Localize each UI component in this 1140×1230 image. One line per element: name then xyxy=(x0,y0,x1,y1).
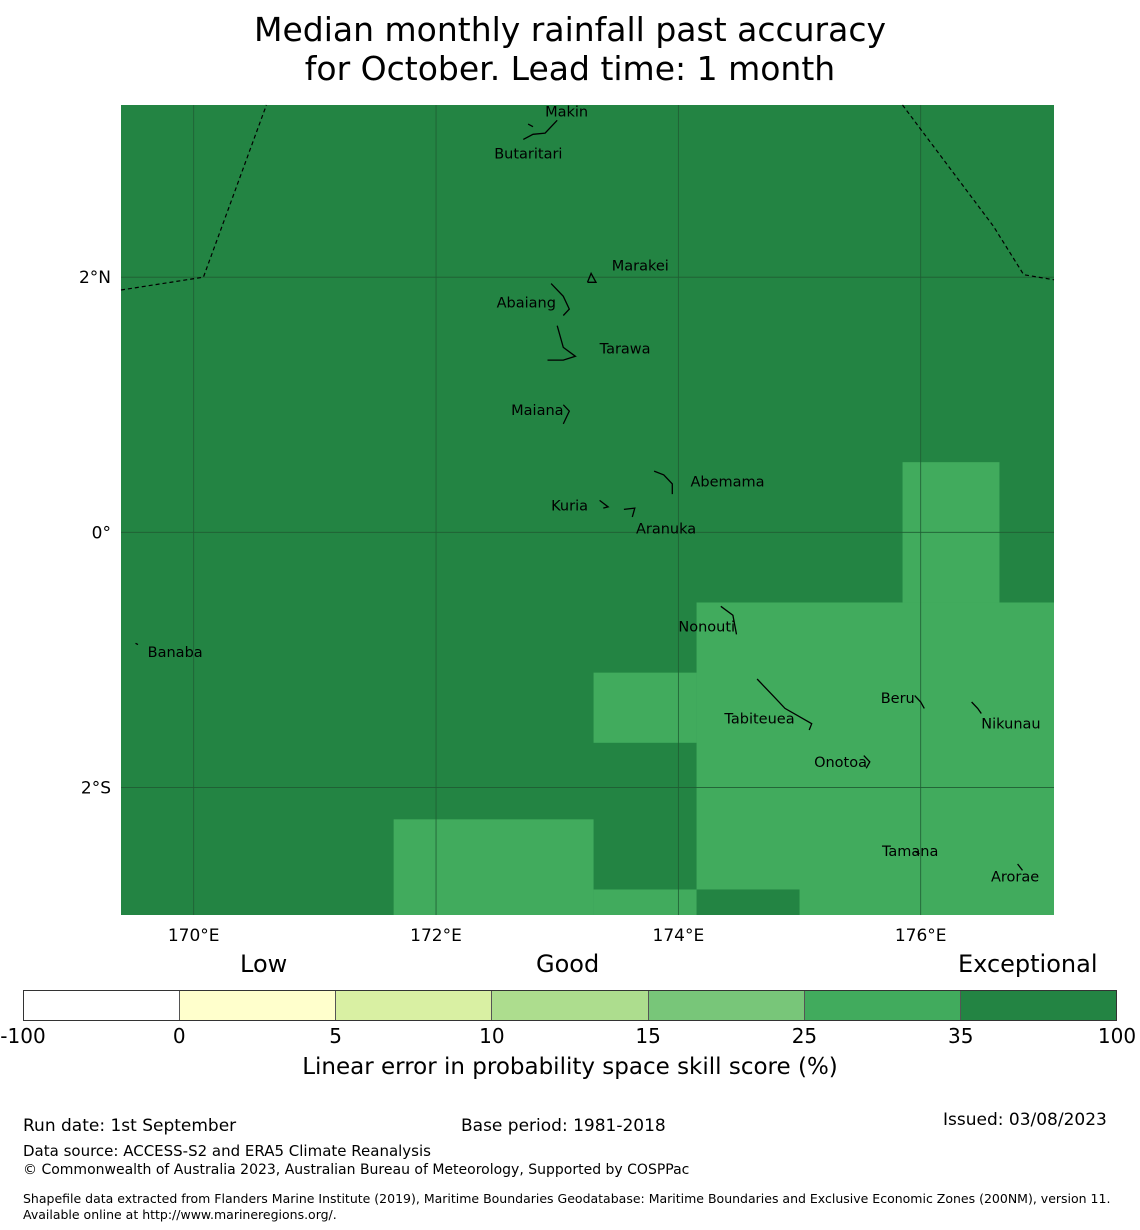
colorbar-label: Linear error in probability space skill … xyxy=(302,1054,838,1080)
island-label: Arorae xyxy=(991,870,1039,886)
skill-cell-25-35 xyxy=(696,602,1054,915)
colorbar-segment xyxy=(492,991,649,1020)
y-tick-label: 2°N xyxy=(79,268,111,288)
colorbar-tick-label: 25 xyxy=(791,1024,818,1048)
title-line-1: Median monthly rainfall past accuracy xyxy=(253,10,887,49)
skill-cell-25-35 xyxy=(593,672,697,743)
island-outline xyxy=(914,850,920,855)
colorbar-segment xyxy=(180,991,337,1020)
colorbar-tick-label: 15 xyxy=(635,1024,661,1048)
title-line-2: for October. Lead time: 1 month xyxy=(304,49,836,88)
colorbar-tick-label: 5 xyxy=(329,1024,342,1048)
colorbar-segment xyxy=(960,991,1116,1020)
x-tick-label: 170°E xyxy=(168,926,220,946)
island-outline xyxy=(1017,863,1024,871)
colorbar-segment xyxy=(648,991,805,1020)
shapefile-credit: Shapefile data extracted from Flanders M… xyxy=(23,1191,1111,1222)
y-tick-label: 2°S xyxy=(81,778,111,798)
island-outline xyxy=(586,271,598,283)
island-outline xyxy=(756,678,813,731)
base-period: Base period: 1981-2018 xyxy=(461,1116,666,1136)
island-outline xyxy=(522,119,558,140)
island-label: Aranuka xyxy=(636,521,696,537)
island-outline xyxy=(863,755,871,769)
colorbar-tick-label: 0 xyxy=(172,1024,186,1048)
skill-cell-25-35 xyxy=(593,889,697,915)
colorbar-segment xyxy=(24,991,181,1020)
copyright: © Commonwealth of Australia 2023, Austra… xyxy=(23,1162,690,1178)
island-label: Nonouti xyxy=(678,620,735,636)
eez-boundary xyxy=(120,104,267,291)
island-outline xyxy=(550,283,571,316)
island-label: Kuria xyxy=(551,499,588,515)
chart-title: Median monthly rainfall past accuracy fo… xyxy=(0,10,1140,88)
island-label: Marakei xyxy=(612,259,669,275)
island-outline xyxy=(527,123,534,128)
island-label: Butaritari xyxy=(494,146,562,162)
colorbar-tick-label: 100 xyxy=(1097,1024,1137,1048)
colorbar-segment xyxy=(804,991,961,1020)
island-outline xyxy=(562,404,571,425)
island-outline xyxy=(720,605,738,635)
island-label: Tabiteuea xyxy=(723,712,794,728)
island-outline xyxy=(623,507,636,518)
colorbar-tick-label: -100 xyxy=(0,1024,46,1048)
map-plot: 170°E 172°E 174°E 176°E 2°N 0° 2°S Makin Butarit… xyxy=(79,104,1055,946)
island-label: Makin xyxy=(545,104,588,120)
y-tick-label: 0° xyxy=(92,523,111,543)
island-label: Abemama xyxy=(690,474,764,490)
island-label: Banaba xyxy=(148,645,203,661)
legend-low-label: Low xyxy=(240,950,288,978)
legend-good-label: Good xyxy=(536,950,600,978)
island-label: Beru xyxy=(881,691,915,707)
colorbar xyxy=(23,990,1117,1021)
skill-cell-25-35 xyxy=(393,819,594,915)
island-outline xyxy=(971,701,982,714)
colorbar-tick-label: 35 xyxy=(947,1024,974,1048)
eez-boundary xyxy=(902,104,1055,281)
legend-exceptional-label: Exceptional xyxy=(958,950,1098,978)
island-label: Nikunau xyxy=(981,717,1040,733)
x-tick-label: 174°E xyxy=(653,926,705,946)
x-tick-label: 176°E xyxy=(895,926,947,946)
island-label: Maiana xyxy=(511,403,563,419)
colorbar-tick-label: 10 xyxy=(479,1024,505,1048)
data-source: Data source: ACCESS-S2 and ERA5 Climate … xyxy=(23,1142,431,1160)
issued-date: Issued: 03/08/2023 xyxy=(943,1110,1107,1130)
island-outline xyxy=(653,470,673,495)
island-label: Abaiang xyxy=(497,296,556,312)
x-tick-label: 172°E xyxy=(410,926,462,946)
skill-cell-35-100 xyxy=(696,889,800,915)
island-label: Onotoa xyxy=(814,755,867,771)
island-label: Tamana xyxy=(881,844,938,860)
island-outline xyxy=(599,499,610,509)
island-label: Tarawa xyxy=(599,342,651,358)
run-date: Run date: 1st September xyxy=(23,1116,237,1136)
island-outline xyxy=(135,642,139,646)
island-outline xyxy=(914,695,925,709)
colorbar-segment xyxy=(336,991,493,1020)
island-outline xyxy=(547,325,577,361)
